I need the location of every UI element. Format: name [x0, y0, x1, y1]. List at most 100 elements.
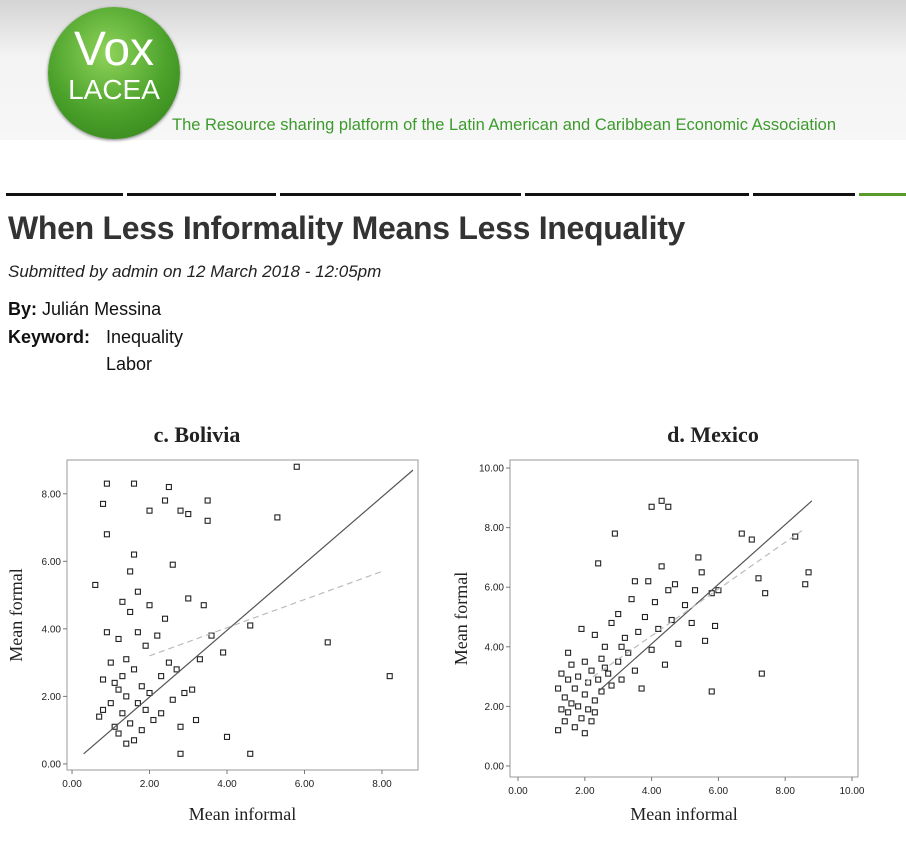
keyword[interactable]: Inequality [106, 327, 184, 347]
point [575, 703, 582, 710]
point [208, 632, 215, 639]
point [165, 483, 172, 491]
tagline: The Resource sharing platform of the Lat… [172, 116, 837, 134]
point [161, 497, 169, 504]
point [115, 730, 122, 737]
point [181, 689, 188, 697]
point [107, 700, 114, 707]
x-axis-label: Mean informal [189, 804, 296, 824]
point [324, 639, 331, 646]
point [204, 517, 211, 524]
point [615, 658, 622, 665]
point [591, 697, 598, 704]
menu-rule [6, 193, 123, 196]
point [585, 706, 592, 713]
point [608, 682, 615, 689]
point [142, 706, 149, 713]
point [755, 575, 762, 582]
point [565, 676, 572, 683]
point [565, 709, 572, 716]
point [595, 560, 602, 567]
point [762, 590, 769, 597]
point [146, 602, 153, 609]
point [123, 656, 130, 663]
point [274, 514, 281, 521]
keyword-label: Keyword: [8, 327, 90, 348]
x-tick-label: 0.00 [508, 786, 528, 797]
point [386, 673, 393, 680]
point [223, 733, 231, 740]
point [561, 718, 568, 725]
x-tick-label: 6.00 [295, 779, 315, 790]
point [615, 610, 622, 618]
point [146, 507, 153, 514]
point [200, 602, 207, 609]
point [611, 530, 618, 537]
point [631, 667, 638, 674]
point [605, 670, 612, 677]
point [99, 500, 107, 507]
point [588, 718, 595, 725]
chart-title: c. Bolivia [154, 422, 241, 447]
x-axis-label: Mean informal [630, 804, 737, 824]
point [169, 561, 176, 568]
point [571, 724, 578, 731]
point [638, 685, 645, 692]
y-tick-label: 0.00 [42, 759, 62, 770]
menu-rule [525, 193, 749, 196]
point [601, 664, 608, 671]
point [99, 706, 107, 713]
point [618, 643, 625, 650]
menu-rule [280, 193, 521, 196]
point [142, 642, 149, 649]
y-tick-label: 2.00 [42, 692, 62, 703]
point [628, 596, 635, 603]
point [688, 619, 695, 627]
point [671, 581, 679, 588]
point [581, 691, 588, 698]
point [119, 673, 126, 680]
point [568, 700, 575, 707]
point [293, 463, 300, 470]
x-tick-label: 2.00 [140, 779, 160, 790]
point [123, 693, 130, 700]
author[interactable]: Julián Messina [42, 299, 162, 319]
fit-line [149, 570, 383, 657]
point [555, 727, 562, 734]
x-tick-label: 8.00 [372, 779, 392, 790]
point [658, 497, 665, 504]
author-row: By: Julián Messina [8, 299, 161, 320]
point [621, 634, 628, 641]
keyword[interactable]: Labor [106, 354, 153, 374]
point [177, 507, 184, 514]
y-tick-label: 2.00 [485, 702, 505, 713]
point [130, 737, 138, 744]
point [177, 723, 184, 730]
menu-rule [753, 193, 855, 196]
submitted: Submitted by admin on 12 March 2018 - 12… [8, 262, 382, 281]
logo[interactable]: Vox LACEA [48, 7, 180, 139]
article-title: When Less Informality Means Less Inequal… [8, 210, 686, 246]
point [247, 622, 254, 629]
y-tick-label: 4.00 [485, 642, 505, 653]
x-tick-label: 10.00 [839, 786, 864, 797]
x-tick-label: 2.00 [575, 786, 595, 797]
point [130, 551, 138, 558]
x-tick-label: 6.00 [709, 786, 729, 797]
point [130, 666, 138, 673]
point [130, 480, 138, 487]
y-tick-label: 0.00 [485, 761, 505, 772]
point [134, 629, 141, 636]
point [204, 497, 211, 504]
x-tick-label: 4.00 [642, 786, 662, 797]
y-axis-label: Mean formal [451, 572, 471, 665]
plot-frame [66, 459, 419, 771]
point [185, 510, 192, 518]
point [695, 554, 702, 561]
point [578, 625, 585, 632]
point [608, 619, 615, 627]
point [103, 531, 110, 538]
point [758, 670, 765, 677]
point [658, 563, 665, 570]
point [748, 536, 755, 543]
